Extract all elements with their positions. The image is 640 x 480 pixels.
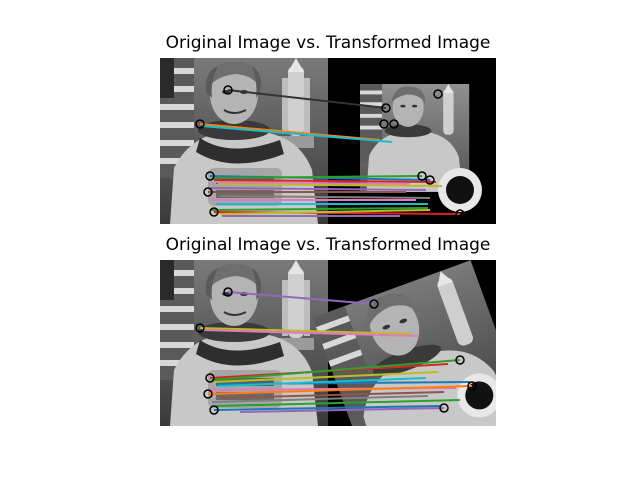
panel-title-top: Original Image vs. Transformed Image (165, 33, 491, 53)
match-panel-top (160, 58, 496, 224)
panel-title-bottom: Original Image vs. Transformed Image (165, 235, 491, 255)
transformed-image (312, 260, 496, 426)
keypoint-matches (199, 291, 473, 413)
shuttle (278, 58, 314, 148)
keypoint-circles (195, 85, 465, 219)
match-panel-bottom (160, 260, 496, 426)
keypoint-matches (199, 89, 461, 217)
keypoint-circles (195, 287, 477, 415)
